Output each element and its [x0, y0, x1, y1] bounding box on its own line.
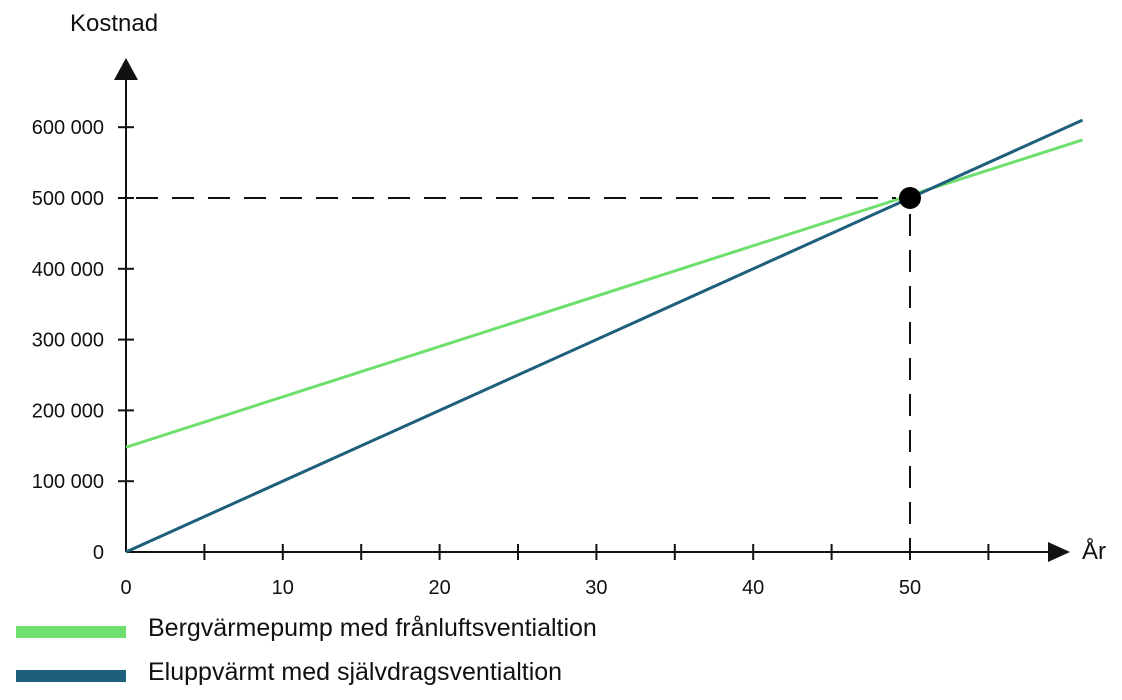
y-tick-label: 300 000	[32, 330, 104, 352]
legend-label-eluppvarmt: Eluppvärmt med självdragsventialtion	[148, 658, 563, 686]
y-tick-label: 200 000	[32, 400, 104, 422]
axes: 0 10 20 30 40 50 0 100 000 200 000 300 000 400 000…	[32, 58, 1070, 599]
series-line-eluppvarmt	[125, 118, 1084, 554]
y-axis-title: Kostnad	[70, 10, 159, 37]
x-tick-label: 20	[428, 577, 450, 599]
y-tick-label: 500 000	[32, 188, 104, 210]
x-tick-label: 0	[120, 577, 131, 599]
legend-swatch-bergvarmepump	[16, 626, 126, 638]
x-tick-label: 10	[272, 577, 294, 599]
intersection-marker-group	[136, 187, 921, 552]
x-tick-label: 30	[585, 577, 607, 599]
x-axis-arrowhead	[1048, 542, 1070, 562]
y-tick-label: 400 000	[32, 259, 104, 281]
x-axis-title: År	[1082, 538, 1106, 565]
y-tick-label: 600 000	[32, 117, 104, 139]
intersection-point	[899, 187, 921, 209]
legend-label-bergvarmepump: Bergvärmepump med frånluftsventialtion	[148, 614, 597, 642]
y-tick-label: 100 000	[32, 471, 104, 493]
y-tick-label: 0	[93, 542, 104, 564]
x-tick-label: 40	[742, 577, 764, 599]
legend-swatch-eluppvarmt	[16, 670, 126, 682]
series-lines	[125, 118, 1084, 554]
x-tick-label: 50	[899, 577, 921, 599]
y-axis-arrowhead	[114, 58, 138, 80]
